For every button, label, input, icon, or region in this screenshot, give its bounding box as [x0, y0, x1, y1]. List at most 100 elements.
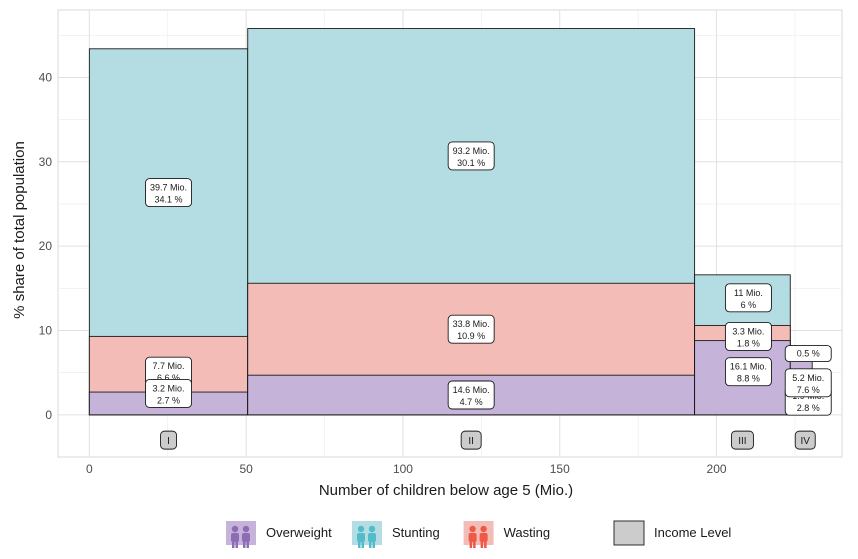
- income-level-label: IV: [801, 436, 811, 447]
- child-leg: [469, 542, 473, 548]
- child-leg: [243, 542, 246, 548]
- child-leg: [372, 542, 375, 548]
- x-axis-title: Number of children below age 5 (Mio.): [319, 482, 573, 499]
- child-head: [368, 525, 376, 533]
- x-tick-label: 100: [393, 462, 413, 476]
- data-label-pct: 7.6 %: [797, 385, 820, 395]
- legend-item-wasting: Wasting: [463, 521, 550, 548]
- child-body: [357, 533, 365, 542]
- axes: 0 50 100 150 200 0 10 20 30 40: [39, 70, 727, 476]
- data-label-overweight-level-iv: 5.2 Mio. 7.6 %: [784, 368, 832, 398]
- data-label-box: [447, 141, 495, 171]
- data-label-box: [724, 283, 772, 313]
- data-label-mio: 93.2 Mio.: [453, 146, 490, 156]
- data-label-pct: 4.7 %: [460, 397, 483, 407]
- y-tick-label: 20: [39, 239, 53, 253]
- data-label-pct: 2.7 %: [157, 395, 180, 405]
- child-body: [468, 533, 477, 542]
- child-leg: [361, 542, 364, 548]
- income-level-label: II: [468, 436, 474, 447]
- data-label-mio: 39.7 Mio.: [150, 183, 187, 193]
- child-leg: [358, 542, 361, 548]
- data-label-box: [724, 357, 772, 387]
- income-level-labels: I II III IV: [160, 430, 816, 450]
- data-label-pct: 2.8 %: [797, 403, 820, 413]
- data-label-pct: 6.6 %: [157, 373, 180, 383]
- child-head: [480, 525, 487, 533]
- legend-swatch: [226, 521, 256, 545]
- overweight-children-icon: [231, 525, 250, 548]
- legend-label: Income Level: [654, 525, 731, 540]
- data-label-mio: 33.8 Mio.: [453, 319, 490, 329]
- child-head: [469, 525, 476, 533]
- data-label-pct: 6 %: [741, 300, 757, 310]
- data-label-pct: 10.9 %: [457, 331, 485, 341]
- data-label-box: [145, 378, 192, 408]
- data-label-pct: 34.1 %: [155, 195, 183, 205]
- panel-border: [57, 9, 843, 458]
- data-label-wasting-level-iv: 0.5 %: [784, 345, 832, 363]
- data-label-box: [784, 345, 832, 363]
- child-head: [242, 525, 250, 533]
- data-label-mio: 7.7 Mio.: [153, 361, 185, 371]
- income-level-box: [460, 430, 482, 450]
- child-leg: [232, 542, 235, 548]
- income-level-ii: II: [460, 430, 482, 450]
- legend-label: Overweight: [266, 525, 332, 540]
- child-leg: [235, 542, 238, 548]
- child-body: [368, 533, 376, 542]
- income-level-iii: III: [730, 430, 754, 450]
- legend: Overweight Stunting Wasting Income Level: [226, 520, 731, 548]
- data-label-wasting-level-i: 7.7 Mio. 6.6 %: [145, 356, 192, 386]
- child-leg: [484, 542, 487, 548]
- legend-label: Stunting: [392, 525, 440, 540]
- x-tick-label: 50: [239, 462, 253, 476]
- data-label-overweight-level-i: 3.2 Mio. 2.7 %: [145, 378, 192, 408]
- y-tick-label: 0: [45, 408, 52, 422]
- wasting-children-icon: [468, 525, 488, 548]
- data-labels: 39.7 Mio. 34.1 % 7.7 Mio. 6.6 %3.2 Mio. 2.7 …: [145, 141, 832, 416]
- data-label-mio: 3.3 Mio.: [732, 326, 764, 336]
- data-label-pct: 0.5 %: [797, 349, 820, 359]
- y-tick-label: 10: [39, 323, 53, 337]
- legend-item-income-level: Income Level: [613, 520, 731, 546]
- income-level-label: III: [738, 436, 746, 447]
- x-tick-label: 150: [550, 462, 570, 476]
- data-label-box: [724, 321, 772, 351]
- data-label-pct: 30.1 %: [457, 158, 485, 168]
- child-body: [231, 533, 239, 542]
- data-label-wasting-level-ii: 33.8 Mio. 10.9 %: [447, 314, 495, 344]
- data-label-stunting-level-iii: 11 Mio. 6 %: [724, 283, 772, 313]
- data-label-mio: 5.2 Mio.: [792, 373, 824, 383]
- stunting-children-icon: [357, 525, 376, 548]
- data-label-box: [145, 178, 192, 208]
- data-label-mio: 3.2 Mio.: [153, 383, 185, 393]
- data-label-mio: 16.1 Mio.: [730, 362, 767, 372]
- child-body: [479, 533, 488, 542]
- data-label-stunting-level-i: 39.7 Mio. 34.1 %: [145, 178, 192, 208]
- data-label-mio: 14.6 Mio.: [453, 385, 490, 395]
- x-tick-label: 200: [707, 462, 727, 476]
- legend-item-overweight: Overweight: [226, 521, 332, 548]
- data-label-overweight-level-ii: 14.6 Mio. 4.7 %: [447, 380, 495, 410]
- y-axis-title: % share of total population: [11, 141, 28, 319]
- child-head: [357, 525, 365, 533]
- data-label-box: [447, 380, 495, 410]
- legend-item-stunting: Stunting: [352, 521, 440, 548]
- x-tick-label: 0: [86, 462, 93, 476]
- income-level-box: [160, 430, 177, 450]
- y-tick-label: 30: [39, 155, 53, 169]
- data-label-stunting-level-ii: 93.2 Mio. 30.1 %: [447, 141, 495, 171]
- legend-swatch: [352, 521, 382, 545]
- y-tick-label: 40: [39, 70, 53, 84]
- data-label-box: [447, 314, 495, 344]
- child-leg: [480, 542, 484, 548]
- child-head: [231, 525, 239, 533]
- data-label-wasting-level-iii: 3.3 Mio. 1.8 %: [724, 321, 772, 351]
- data-label-overweight-level-iii: 16.1 Mio. 8.8 %: [724, 357, 772, 387]
- child-leg: [473, 542, 476, 548]
- child-leg: [246, 542, 249, 548]
- data-label-box: [784, 368, 832, 398]
- bars: [88, 28, 813, 416]
